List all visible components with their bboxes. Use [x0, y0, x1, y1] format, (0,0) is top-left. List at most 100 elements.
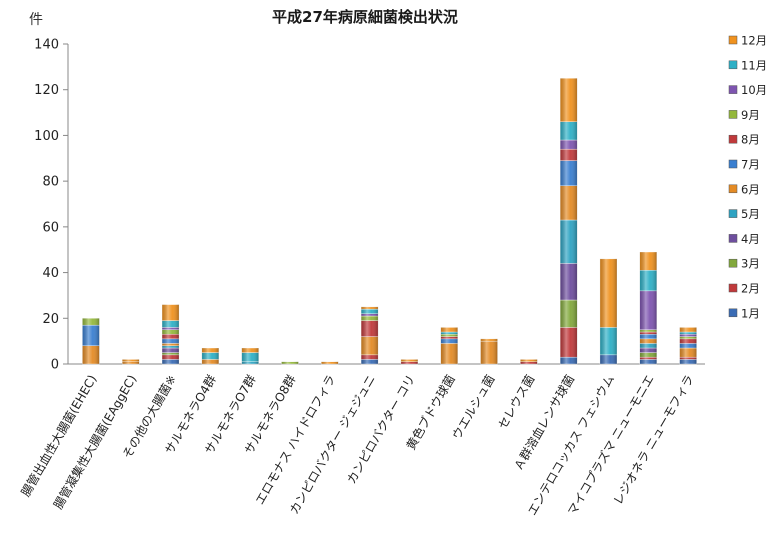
- legend: 12月 11月 10月 9月 8月 7月 6月 5月 4月 3月 2月 1月: [728, 34, 767, 320]
- bar-stack: [161, 304, 180, 365]
- bar-segment-shade: [679, 334, 697, 337]
- x-tick-label: ウエルシュ菌: [449, 373, 497, 442]
- bar-stack: [639, 251, 657, 365]
- bar-segment-shade: [162, 354, 180, 360]
- x-tick-label: 腸管出血性大腸菌(EHEC): [18, 372, 100, 499]
- bar-segment-shade: [281, 361, 299, 364]
- bar-segment-shade: [639, 359, 657, 364]
- bar-segment-shade: [679, 336, 697, 339]
- y-tick-label: 0: [51, 358, 59, 373]
- bar-segment-shade: [361, 316, 379, 321]
- bar-segment-shade: [440, 343, 458, 364]
- bar-segment-shade: [162, 329, 180, 335]
- y-tick-label: 140: [34, 38, 59, 53]
- legend-label: 12月: [741, 34, 767, 48]
- legend-swatch: [728, 159, 738, 169]
- bar-segment-shade: [440, 336, 458, 339]
- bar-segment-shade: [639, 352, 657, 358]
- bar-segment-shade: [560, 160, 578, 186]
- bar-segment-shade: [560, 149, 578, 161]
- legend-swatch: [728, 35, 738, 45]
- bar-segment-shade: [560, 220, 578, 264]
- bar-segment-shade: [122, 359, 140, 362]
- legend-swatch: [728, 85, 738, 94]
- legend-label: 5月: [741, 207, 760, 221]
- legend-swatch: [728, 184, 738, 194]
- bar-segment-shade: [162, 352, 180, 355]
- bar-segment-shade: [639, 252, 657, 271]
- bar-segment-shade: [679, 357, 697, 360]
- bar-segment-shade: [560, 78, 578, 122]
- bar-segment-shade: [679, 343, 697, 348]
- bar-segment-shade: [639, 334, 657, 339]
- bar-segment-shade: [162, 345, 180, 348]
- legend-item: 1月: [728, 306, 760, 320]
- bar-segment-shade: [162, 348, 180, 353]
- bar-stack: [281, 361, 299, 365]
- legend-label: 1月: [741, 306, 760, 320]
- bar-segment-shade: [361, 359, 379, 364]
- x-tick-label: レジオネラ ニューモフィラ: [611, 373, 697, 508]
- bar-stack: [599, 258, 618, 365]
- bar-segment-shade: [440, 338, 458, 344]
- legend-swatch: [728, 283, 738, 293]
- y-tick-label: 120: [34, 83, 59, 98]
- legend-item: 6月: [728, 182, 760, 196]
- bar-segment-shade: [162, 320, 180, 328]
- legend-item: 9月: [728, 108, 760, 122]
- bar-segment-shade: [639, 329, 657, 332]
- x-tick-label: セレウス菌: [495, 373, 537, 432]
- bar-segment-shade: [82, 345, 100, 364]
- bar-segment-shade: [560, 300, 578, 328]
- legend-swatch: [728, 134, 738, 144]
- bar-stack: [559, 78, 578, 365]
- bar-segment-shade: [400, 361, 418, 364]
- legend-item: 10月: [728, 83, 767, 97]
- bar-segment-shade: [560, 121, 578, 140]
- bar-segment-shade: [440, 332, 458, 335]
- legend-label: 3月: [741, 257, 760, 271]
- bar-segment-shade: [361, 320, 379, 337]
- legend-label: 6月: [741, 182, 760, 196]
- legend-swatch: [728, 209, 738, 218]
- legend-item: 11月: [728, 58, 767, 72]
- bar-stack: [440, 327, 458, 365]
- legend-swatch: [728, 110, 738, 119]
- bar-segment-shade: [321, 361, 339, 364]
- bar-stack: [201, 347, 220, 365]
- bar-segment-shade: [639, 338, 657, 344]
- bar-segment-shade: [361, 313, 379, 316]
- legend-label: 10月: [741, 83, 767, 97]
- bar-segment-shade: [162, 334, 180, 339]
- bar-segment-shade: [639, 343, 657, 348]
- bar-segment-shade: [201, 352, 219, 360]
- legend-label: 2月: [741, 282, 760, 296]
- legend-label: 11月: [741, 58, 767, 72]
- bar-stack: [241, 347, 259, 365]
- legend-swatch: [728, 234, 738, 243]
- bar-segment-shade: [162, 338, 180, 344]
- bar-segment-shade: [201, 348, 219, 353]
- bar-segment-shade: [162, 343, 180, 346]
- bar-segment-shade: [599, 354, 617, 364]
- bar-segment-shade: [480, 341, 498, 364]
- x-axis-labels: 腸管出血性大腸菌(EHEC)腸管凝集性大腸菌(EAggEC)その他の大腸菌※サル…: [18, 372, 697, 518]
- legend-item: 4月: [728, 232, 760, 246]
- bar-segment-shade: [82, 318, 100, 326]
- legend-swatch: [728, 60, 738, 70]
- bar-segment-shade: [560, 327, 578, 358]
- bar-segment-shade: [162, 359, 180, 364]
- bar-segment-shade: [361, 309, 379, 314]
- bar-segment-shade: [440, 334, 458, 337]
- bar-segment-shade: [400, 359, 418, 362]
- bar-stack: [520, 359, 538, 365]
- bar-segment-shade: [560, 140, 578, 150]
- bar-segment-shade: [361, 336, 379, 355]
- legend-item: 12月: [728, 34, 767, 48]
- legend-item: 8月: [728, 133, 760, 147]
- bar-stack: [480, 338, 498, 365]
- bar-segment-shade: [122, 361, 140, 364]
- bar-segment-shade: [560, 185, 578, 220]
- y-axis-label: 件: [29, 12, 43, 28]
- bar-segment-shade: [440, 327, 458, 332]
